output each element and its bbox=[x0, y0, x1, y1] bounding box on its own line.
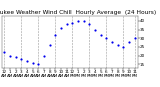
Point bbox=[20, 58, 23, 60]
Point bbox=[122, 46, 125, 48]
Point bbox=[100, 34, 102, 35]
Point bbox=[48, 45, 51, 46]
Point bbox=[83, 20, 85, 22]
Point bbox=[116, 45, 119, 46]
Point bbox=[88, 24, 91, 25]
Point bbox=[37, 64, 40, 65]
Point bbox=[133, 38, 136, 39]
Point bbox=[111, 41, 113, 42]
Point bbox=[43, 55, 45, 56]
Point bbox=[128, 41, 130, 42]
Title: Milwaukee Weather Wind Chill  Hourly Average  (24 Hours): Milwaukee Weather Wind Chill Hourly Aver… bbox=[0, 10, 156, 15]
Point bbox=[94, 29, 96, 30]
Point bbox=[15, 57, 17, 58]
Point bbox=[32, 62, 34, 63]
Point bbox=[54, 34, 57, 35]
Point bbox=[60, 27, 62, 29]
Point bbox=[71, 22, 74, 23]
Point bbox=[9, 55, 11, 56]
Point bbox=[65, 24, 68, 25]
Point bbox=[26, 60, 28, 62]
Point bbox=[3, 52, 6, 53]
Point bbox=[105, 38, 108, 39]
Point bbox=[77, 20, 79, 22]
